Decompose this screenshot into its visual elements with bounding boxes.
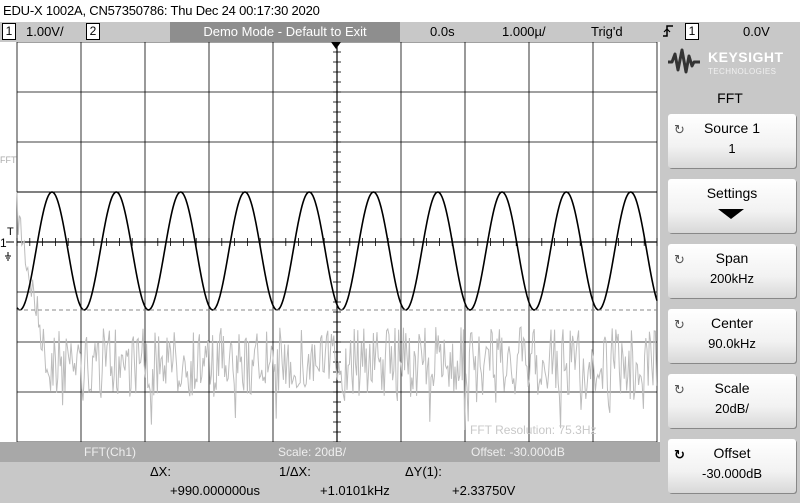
- channel-1-trace: [16, 191, 658, 311]
- title-text: EDU-X 1002A, CN57350786: Thu Dec 24 00:1…: [3, 3, 320, 18]
- delta-x-value: +990.000000us: [170, 483, 261, 498]
- demo-mode-banner: Demo Mode - Default to Exit: [170, 22, 400, 42]
- span-softkey[interactable]: ↻ Span 200kHz: [668, 244, 796, 298]
- softkey-label: Source 1: [703, 120, 761, 136]
- softkey-label: Settings: [706, 185, 758, 201]
- center-softkey[interactable]: ↻ Center 90.0kHz: [668, 309, 796, 363]
- delta-y-label: ΔY(1):: [405, 464, 442, 479]
- scale-softkey[interactable]: ↻ Scale 20dB/: [668, 374, 796, 428]
- source-softkey[interactable]: ↻ Source 1 1: [668, 114, 796, 168]
- channel-2-indicator[interactable]: 2: [86, 23, 100, 40]
- ground-icon: [5, 241, 14, 261]
- menu-title: FFT: [717, 90, 743, 106]
- fft-scale: Scale: 20dB/: [278, 445, 347, 459]
- waveform-svg: FFT T 1 FFT Resolution: 75.3Hz: [0, 41, 658, 443]
- fft-info-bar: FFT(Ch1) Scale: 20dB/ Offset: -30.000dB: [0, 442, 660, 462]
- softkey-value: -30.000dB: [702, 466, 762, 481]
- keysight-wave-icon: [668, 48, 700, 74]
- time-delay[interactable]: 0.0s: [430, 24, 455, 39]
- trigger-channel[interactable]: 1: [685, 23, 699, 40]
- trigger-level[interactable]: 0.0V: [743, 24, 770, 39]
- fft-source: FFT(Ch1): [84, 445, 136, 459]
- channel-1-scale[interactable]: 1.00V/: [26, 24, 64, 39]
- softkey-value: 20dB/: [715, 401, 749, 416]
- channel-1-indicator[interactable]: 1: [2, 23, 16, 40]
- softkey-value: 90.0kHz: [708, 336, 756, 351]
- fft-trace: [16, 191, 658, 431]
- rotate-icon: ↻: [674, 447, 685, 462]
- trigger-status: Trig'd: [591, 24, 623, 39]
- rotate-icon: ↻: [674, 252, 685, 267]
- fft-marker: FFT: [0, 155, 17, 165]
- softkey-value: 1: [728, 141, 736, 156]
- softkey-panel: KEYSIGHT TECHNOLOGIES FFT ↻ Source 1 1 S…: [660, 42, 800, 503]
- trigger-position-icon: [331, 42, 341, 49]
- down-arrow-icon: [718, 209, 744, 219]
- brand-subtitle: TECHNOLOGIES: [708, 67, 777, 76]
- softkey-label: Span: [715, 250, 749, 266]
- cursor-readout: ΔX: +990.000000us 1/ΔX: +1.0101kHz ΔY(1)…: [0, 462, 660, 503]
- channel-1-marker: 1: [0, 236, 7, 250]
- title-bar: EDU-X 1002A, CN57350786: Thu Dec 24 00:1…: [0, 0, 800, 22]
- status-bar: 1 1.00V/ 2 Demo Mode - Default to Exit 0…: [0, 22, 800, 42]
- graticule: [16, 41, 658, 443]
- rotate-icon: ↻: [674, 382, 685, 397]
- rising-edge-icon: [662, 23, 674, 42]
- softkey-label: Scale: [714, 380, 750, 396]
- inverse-delta-x-value: +1.0101kHz: [320, 483, 390, 498]
- rotate-icon: ↻: [674, 317, 685, 332]
- time-base[interactable]: 1.000µ/: [502, 24, 546, 39]
- softkey-label: Offset: [713, 445, 751, 461]
- waveform-display[interactable]: FFT T 1 FFT Resolution: 75.3Hz: [0, 41, 660, 443]
- rotate-icon: ↻: [674, 122, 685, 137]
- softkey-value: 200kHz: [709, 271, 755, 286]
- brand-name: KEYSIGHT: [708, 49, 784, 65]
- keysight-logo: KEYSIGHT TECHNOLOGIES: [666, 46, 794, 82]
- settings-softkey[interactable]: Settings: [668, 179, 796, 233]
- delta-x-label: ΔX:: [150, 464, 171, 479]
- fft-offset: Offset: -30.000dB: [471, 445, 565, 459]
- inverse-delta-x-label: 1/ΔX:: [279, 464, 311, 479]
- delta-y-value: +2.33750V: [452, 483, 516, 498]
- softkey-label: Center: [710, 315, 754, 331]
- offset-softkey[interactable]: ↻ Offset -30.000dB: [668, 439, 796, 493]
- fft-resolution: FFT Resolution: 75.3Hz: [470, 423, 597, 437]
- trigger-marker: T: [7, 226, 14, 238]
